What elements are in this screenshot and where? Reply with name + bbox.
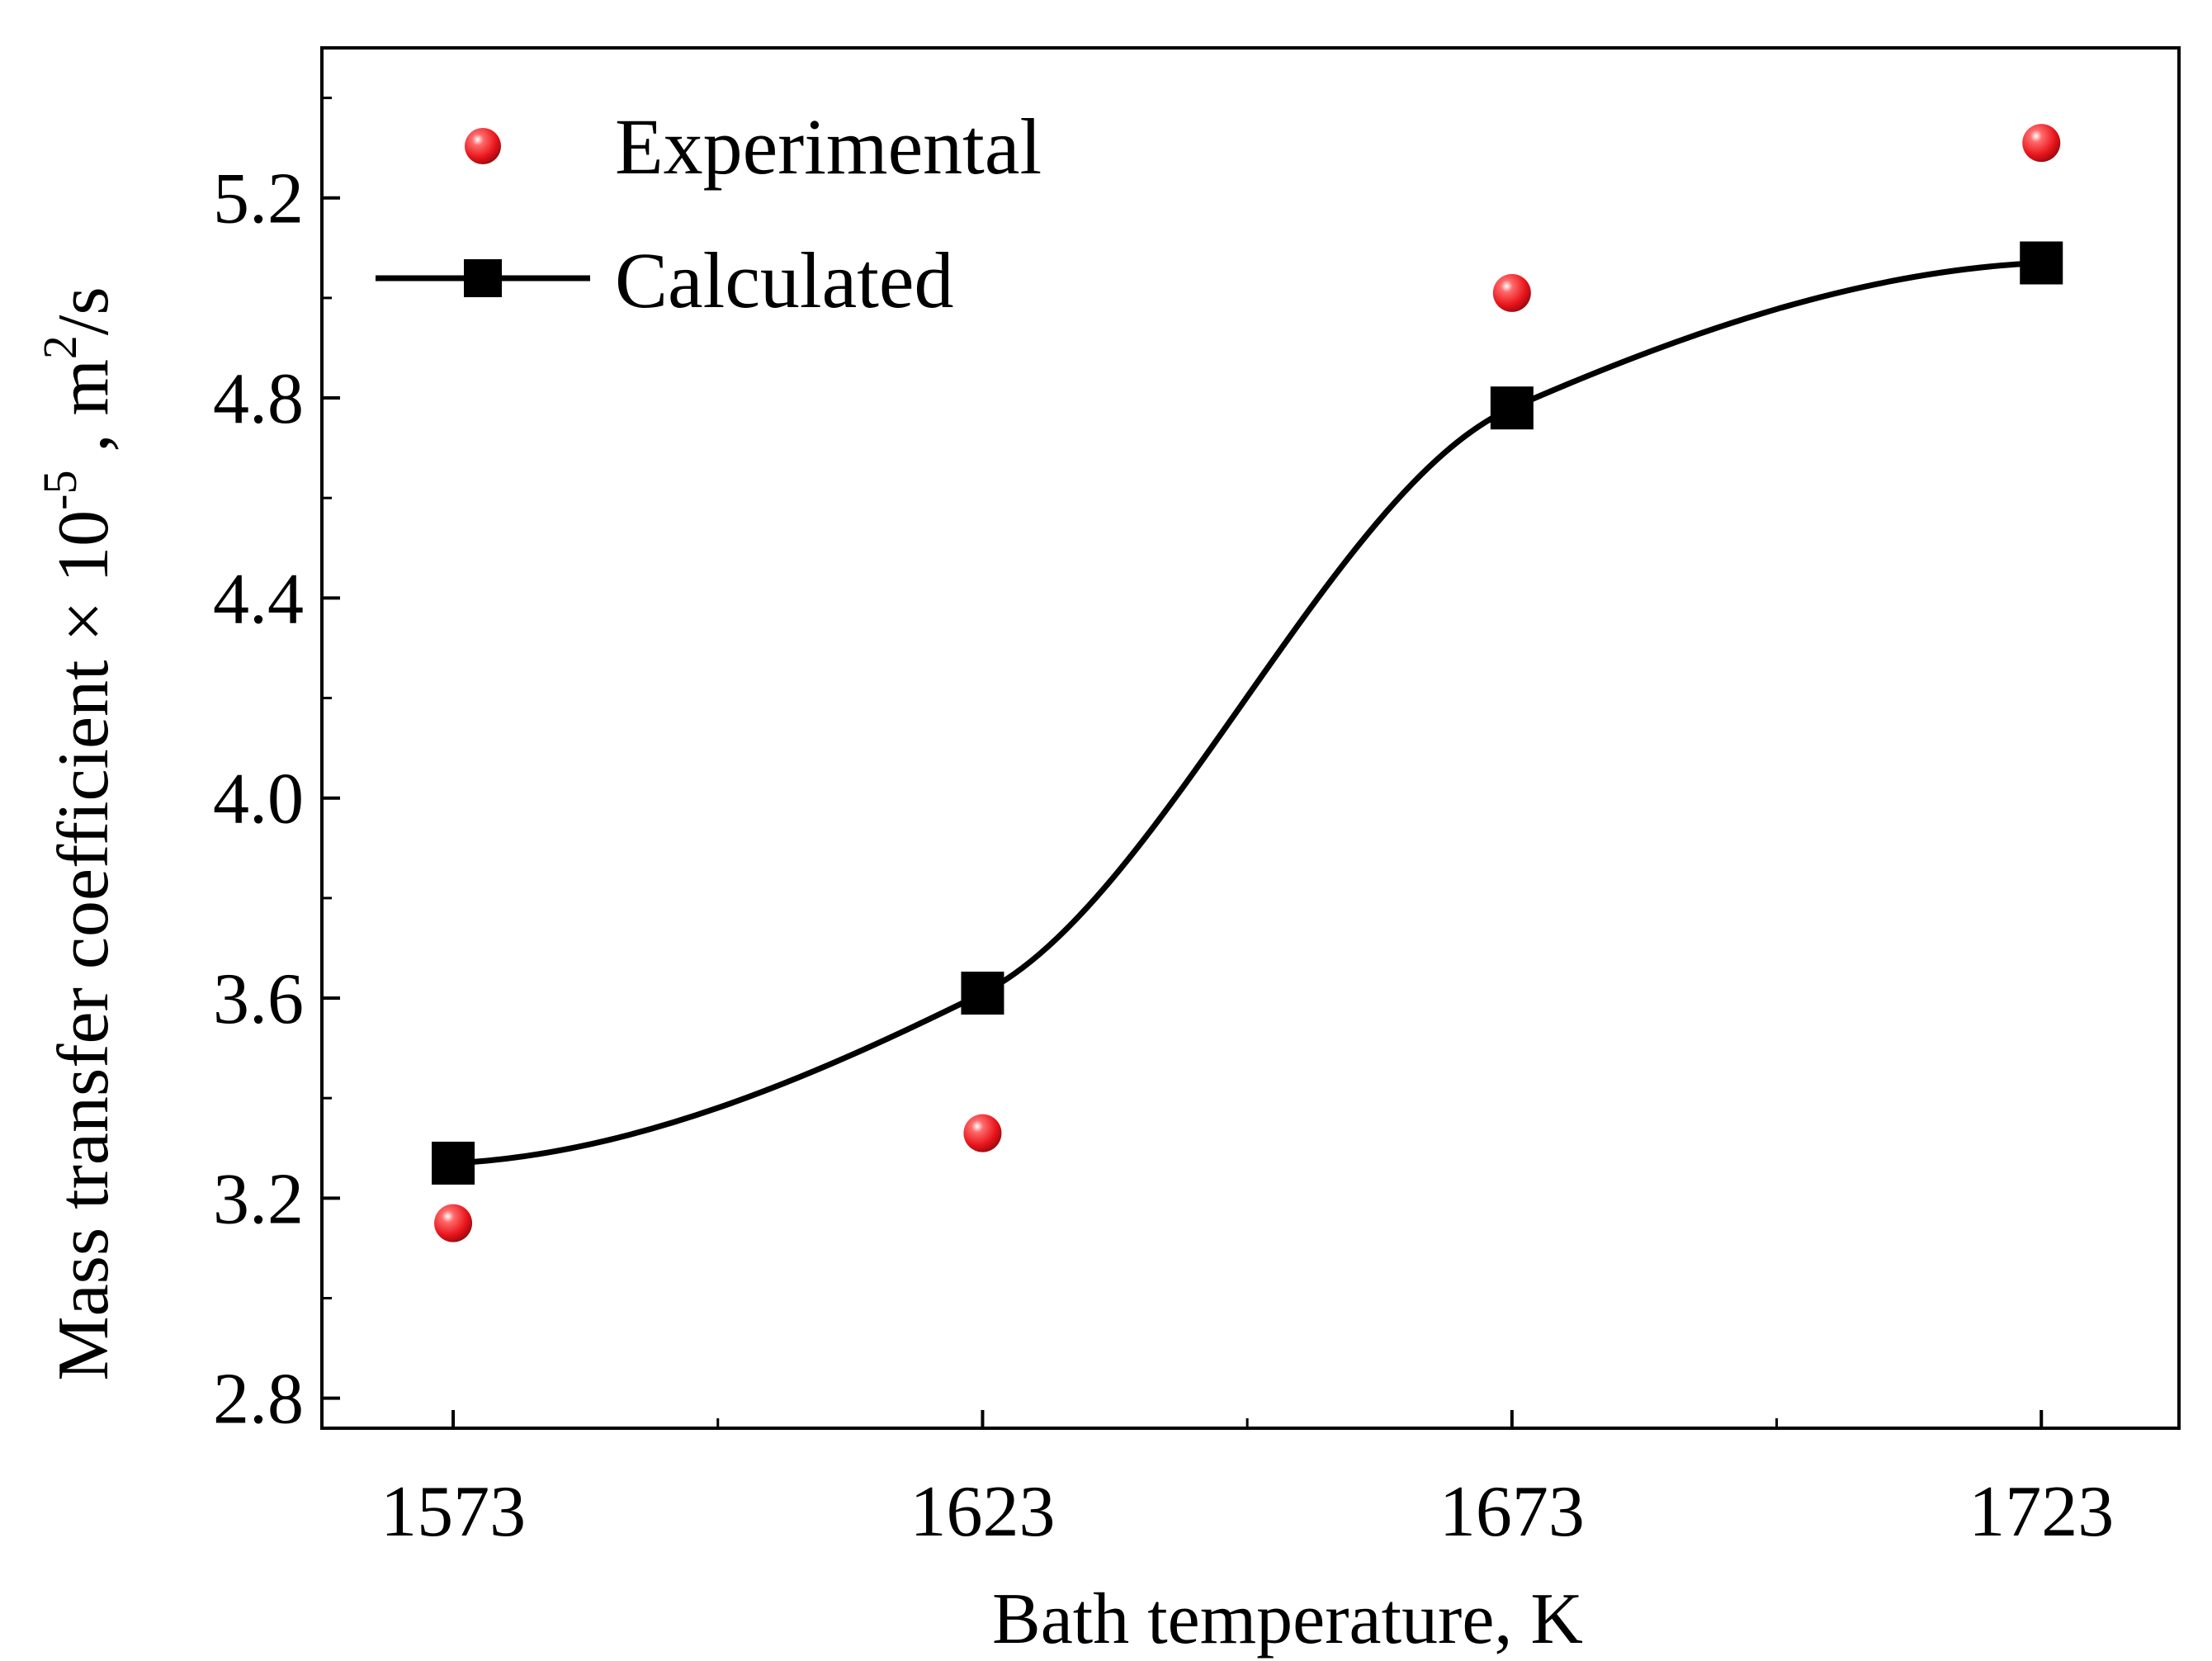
- legend-experimental-marker: [465, 128, 501, 164]
- y-tick-label: 4.4: [213, 559, 304, 639]
- experimental-point: [963, 1114, 1002, 1152]
- legend-calculated-marker: [464, 259, 502, 297]
- legend: Experimental Calculated: [376, 102, 1042, 324]
- calculated-point: [2020, 241, 2063, 285]
- x-axis-tick-labels: 1573 1623 1673 1723: [380, 1472, 2114, 1552]
- x-axis-ticks: [451, 1410, 2044, 1428]
- y-tick-label: 3.6: [213, 959, 304, 1039]
- experimental-point: [2022, 124, 2061, 163]
- y-axis-title-unit: , m: [44, 359, 124, 470]
- legend-experimental-label: Experimental: [615, 102, 1042, 191]
- y-axis-title-exponent: -5: [33, 471, 87, 510]
- y-tick-label: 2.8: [213, 1360, 304, 1440]
- y-axis-title-unit-tail: /s: [44, 286, 124, 335]
- x-axis-title: Bath temperature, K: [992, 1579, 1583, 1659]
- x-tick-label: 1623: [910, 1472, 1055, 1552]
- y-axis-tick-labels: 2.8 3.2 3.6 4.0 4.4 4.8 5.2: [213, 159, 304, 1440]
- y-axis-ticks: [322, 97, 340, 1400]
- plot-area-frame: [320, 46, 2181, 1430]
- x-tick-label: 1673: [1439, 1472, 1585, 1552]
- legend-calculated-label: Calculated: [615, 236, 953, 324]
- y-tick-label: 3.2: [213, 1159, 304, 1239]
- experimental-point: [1492, 273, 1531, 312]
- y-axis-title-main: Mass transfer coefficient × 10: [44, 510, 124, 1381]
- y-tick-label: 4.0: [213, 760, 304, 840]
- calculated-point: [432, 1141, 475, 1185]
- series-layer: [432, 124, 2063, 1242]
- y-tick-label: 4.8: [213, 359, 304, 439]
- x-tick-label: 1723: [1969, 1472, 2114, 1552]
- y-axis-title-unit-superscript: 2: [33, 335, 87, 359]
- calculated-curve: [452, 259, 2042, 1166]
- y-tick-label: 5.2: [213, 159, 304, 239]
- calculated-point: [1490, 386, 1534, 430]
- x-tick-label: 1573: [380, 1472, 526, 1552]
- calculated-point: [961, 971, 1004, 1015]
- experimental-point: [434, 1204, 473, 1242]
- y-axis-title: Mass transfer coefficient × 10-5 , m2/s: [33, 286, 124, 1380]
